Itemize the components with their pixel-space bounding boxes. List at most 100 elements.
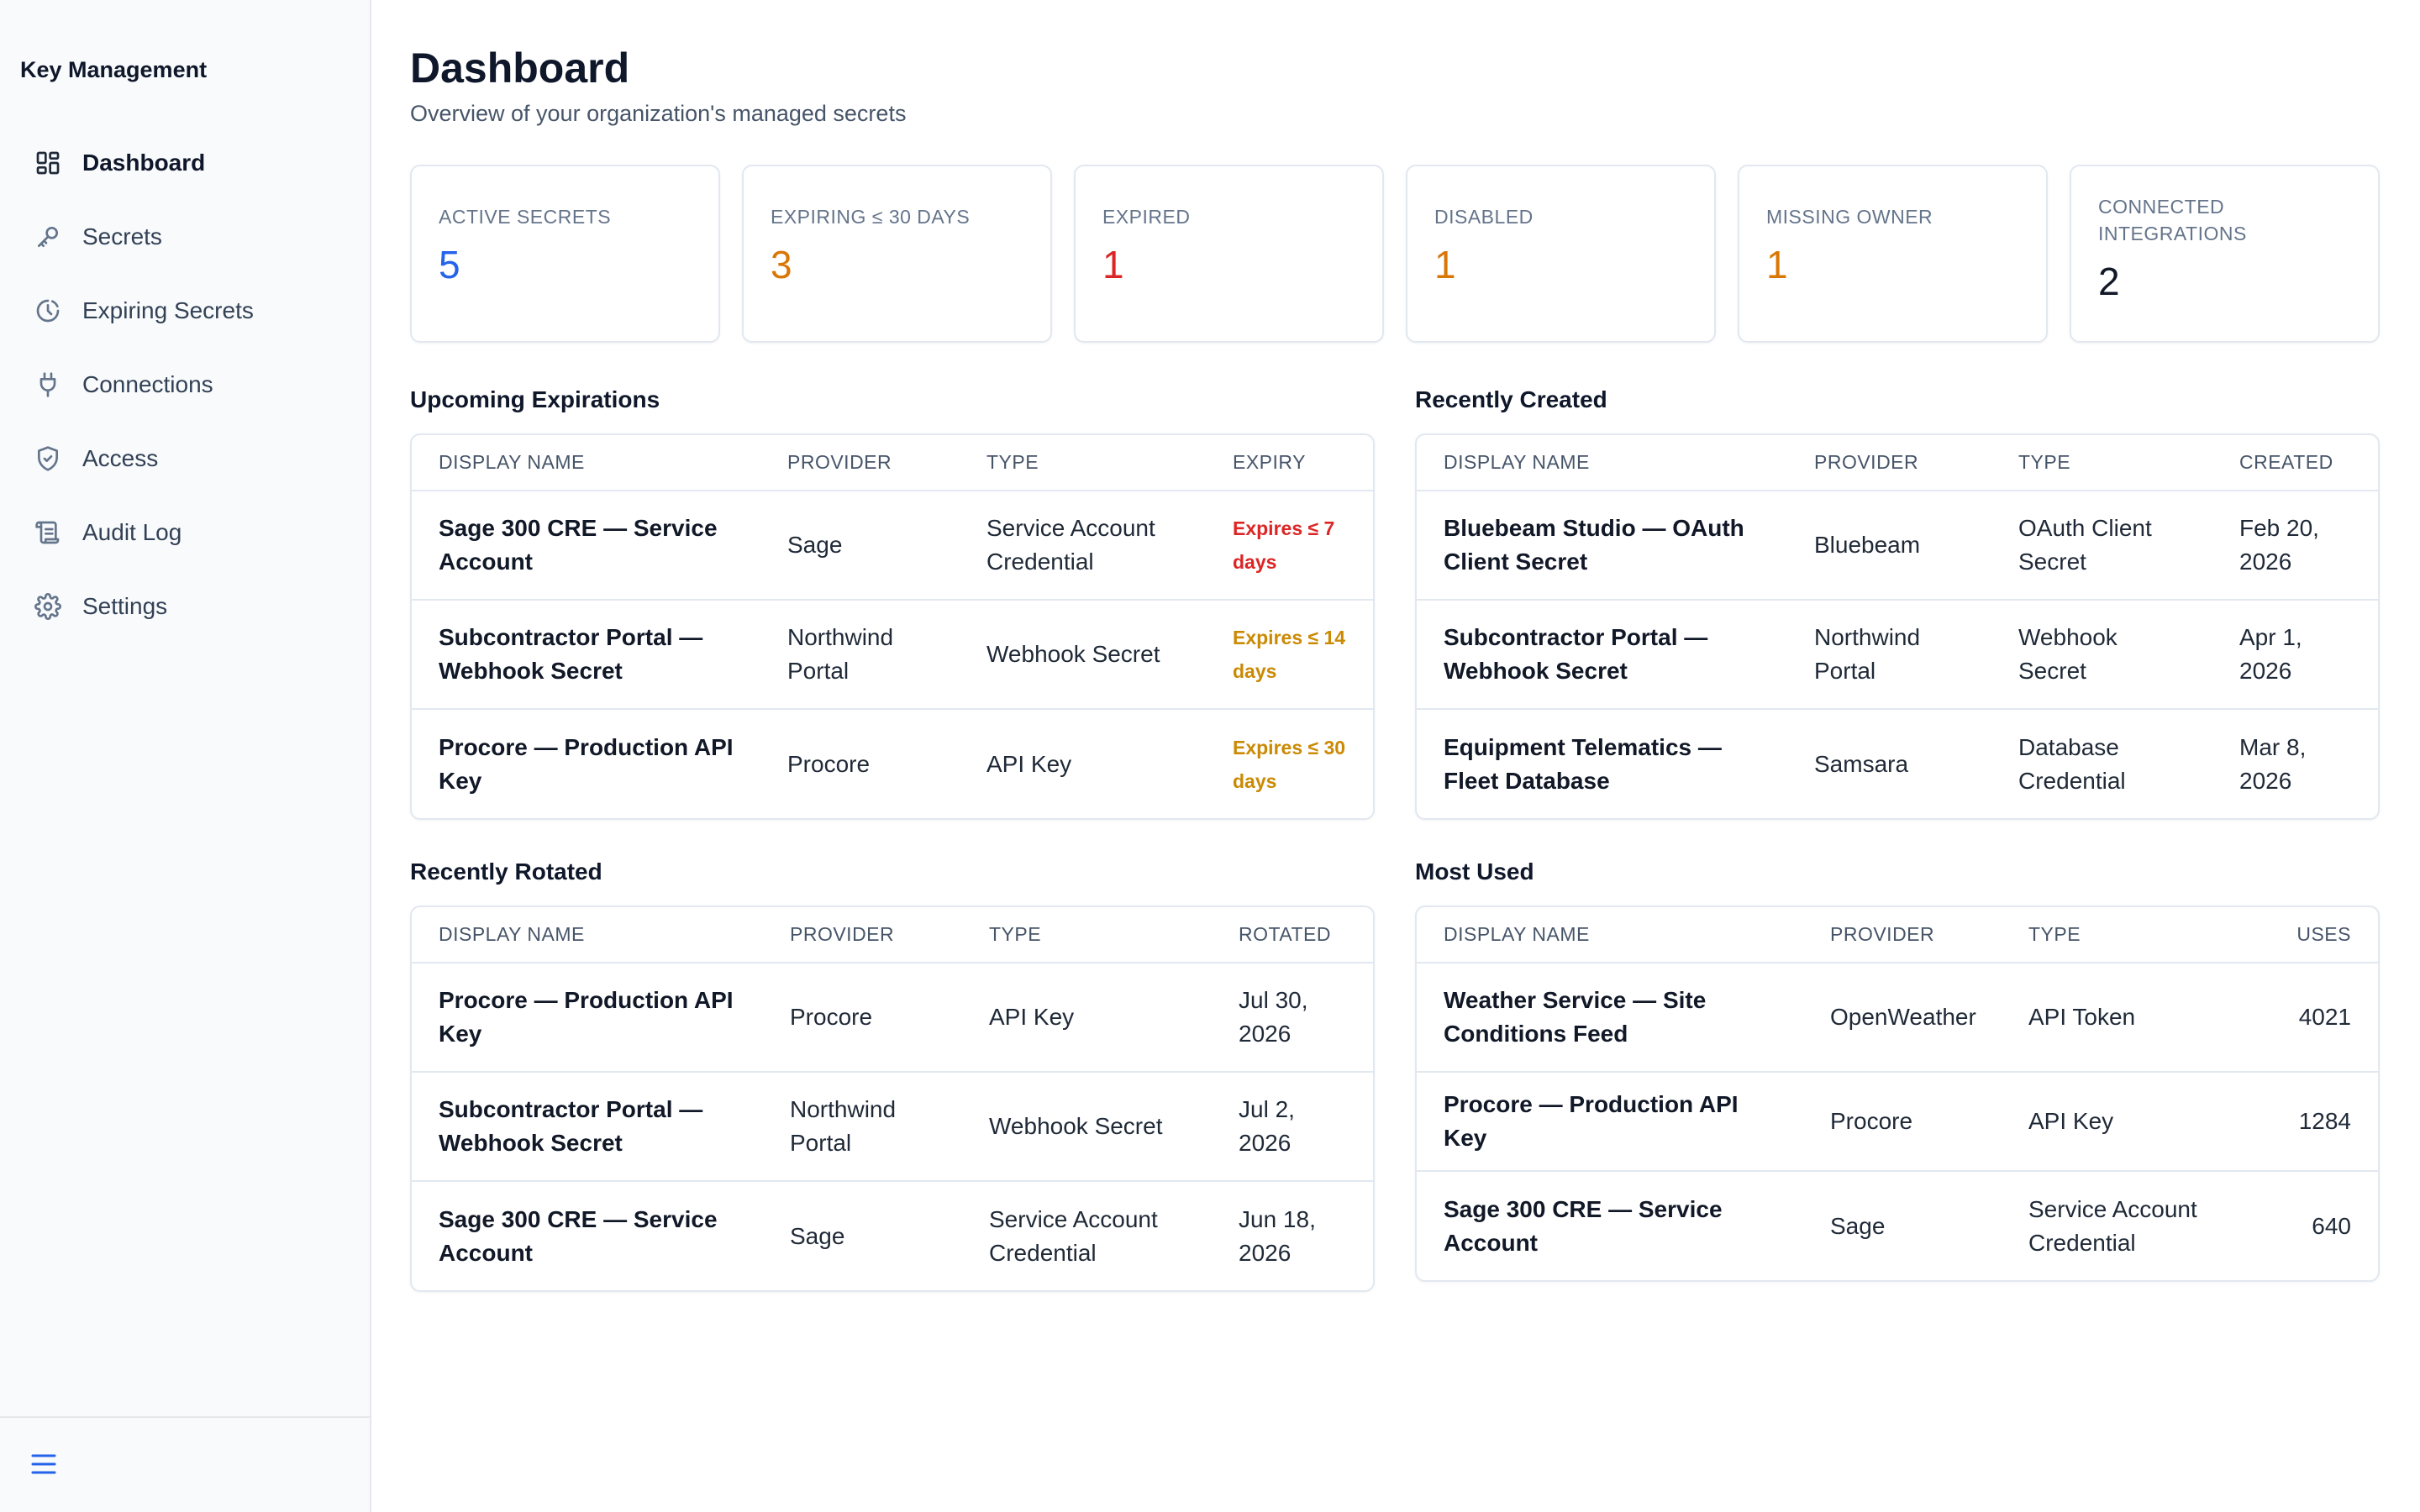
cell-provider: Sage bbox=[1830, 1212, 1886, 1239]
cell-type: Service Account Credential bbox=[2028, 1195, 2197, 1256]
cell-provider: Sage bbox=[760, 491, 960, 601]
column-header[interactable]: Type bbox=[1991, 435, 2212, 491]
cell-provider: Procore bbox=[763, 963, 962, 1073]
cell-type: API Key bbox=[962, 963, 1212, 1073]
stat-label: Missing Owner bbox=[1766, 206, 1933, 228]
most-used-table: Display Name Provider Type Uses Weather … bbox=[1415, 906, 2380, 1282]
upcoming-expirations-section: Upcoming Expirations Display Name Provid… bbox=[410, 386, 1375, 820]
stats-row: Active Secrets 5 Expiring ≤ 30 days 3 Ex… bbox=[410, 165, 2380, 343]
stat-card-connected-integrations[interactable]: Connected Integrations 2 bbox=[2070, 165, 2380, 343]
table-row[interactable]: Sage 300 CRE — Service Account Sage Serv… bbox=[1417, 1171, 2378, 1280]
sidebar-item-access[interactable]: Access bbox=[0, 422, 370, 496]
table-row[interactable]: Subcontractor Portal — Webhook Secret No… bbox=[412, 600, 1373, 710]
column-header[interactable]: Display Name bbox=[1417, 435, 1787, 491]
sidebar-item-settings[interactable]: Settings bbox=[0, 570, 370, 643]
cell-provider: OpenWeather bbox=[1803, 963, 2002, 1073]
cell-expiry: Expires ≤ 14 days bbox=[1206, 600, 1373, 710]
stat-value: 1 bbox=[1434, 243, 1456, 286]
sidebar-item-label: Secrets bbox=[82, 223, 162, 249]
recently-created-section: Recently Created Display Name Provider T… bbox=[1415, 386, 2380, 820]
table-row[interactable]: Subcontractor Portal — Webhook Secret No… bbox=[1417, 600, 2378, 710]
cell-provider: Procore bbox=[1803, 1072, 2002, 1172]
cell-rotated: Jul 2, 2026 bbox=[1212, 1072, 1373, 1182]
table-row[interactable]: Procore — Production API Key Procore API… bbox=[1417, 1072, 2378, 1172]
stat-card-missing-owner[interactable]: Missing Owner 1 bbox=[1738, 165, 2048, 343]
column-header[interactable]: Display Name bbox=[412, 907, 763, 963]
cell-display-name: Procore — Production API Key bbox=[439, 733, 734, 794]
sidebar: Key Management Dashboard Secrets Expirin… bbox=[0, 0, 371, 1512]
cell-type: API Key bbox=[2002, 1072, 2254, 1172]
stat-label: Expired bbox=[1102, 206, 1191, 228]
section-title: Upcoming Expirations bbox=[410, 386, 660, 412]
page-subtitle: Overview of your organization's managed … bbox=[410, 101, 907, 126]
column-header[interactable]: Created bbox=[2212, 435, 2378, 491]
stat-card-expired[interactable]: Expired 1 bbox=[1074, 165, 1384, 343]
cell-type: Webhook Secret bbox=[960, 600, 1206, 710]
column-header[interactable]: Expiry bbox=[1206, 435, 1373, 491]
section-title: Recently Created bbox=[1415, 386, 1607, 412]
sidebar-item-audit-log[interactable]: Audit Log bbox=[0, 496, 370, 570]
page-title: Dashboard bbox=[410, 45, 630, 92]
table-row[interactable]: Equipment Telematics — Fleet Database Sa… bbox=[1417, 709, 2378, 818]
cell-display-name: Sage 300 CRE — Service Account bbox=[439, 1205, 718, 1266]
gear-icon bbox=[34, 592, 62, 621]
key-icon bbox=[34, 223, 62, 251]
cell-display-name: Weather Service — Site Conditions Feed bbox=[1417, 963, 1803, 1073]
stat-value: 5 bbox=[439, 243, 460, 286]
column-header[interactable]: Type bbox=[2002, 907, 2254, 963]
stat-value: 1 bbox=[1102, 243, 1124, 286]
plug-icon bbox=[34, 370, 62, 399]
column-header[interactable]: Type bbox=[962, 907, 1212, 963]
sidebar-item-label: Connections bbox=[82, 371, 213, 397]
column-header[interactable]: Provider bbox=[1803, 907, 2002, 963]
cell-provider: Northwind Portal bbox=[760, 600, 960, 710]
column-header[interactable]: Provider bbox=[1787, 435, 1991, 491]
menu-icon[interactable] bbox=[30, 1452, 57, 1477]
stat-card-expiring[interactable]: Expiring ≤ 30 days 3 bbox=[742, 165, 1052, 343]
cell-type: API Key bbox=[986, 750, 1072, 777]
cell-display-name: Sage 300 CRE — Service Account bbox=[412, 491, 760, 601]
table-row[interactable]: Weather Service — Site Conditions Feed O… bbox=[1417, 963, 2378, 1073]
cell-display-name: Sage 300 CRE — Service Account bbox=[1444, 1195, 1723, 1256]
table-row[interactable]: Bluebeam Studio — OAuth Client Secret Bl… bbox=[1417, 491, 2378, 601]
cell-display-name: Bluebeam Studio — OAuth Client Secret bbox=[1417, 491, 1787, 601]
cell-rotated: Jun 18, 2026 bbox=[1239, 1205, 1316, 1266]
table-row[interactable]: Procore — Production API Key Procore API… bbox=[412, 709, 1373, 818]
column-header[interactable]: Rotated bbox=[1212, 907, 1373, 963]
cell-display-name: Subcontractor Portal — Webhook Secret bbox=[412, 1072, 763, 1182]
column-header[interactable]: Uses bbox=[2254, 907, 2378, 963]
table-row[interactable]: Sage 300 CRE — Service Account Sage Serv… bbox=[412, 1181, 1373, 1290]
column-header[interactable]: Type bbox=[960, 435, 1206, 491]
cell-type: Service Account Credential bbox=[960, 491, 1206, 601]
sidebar-item-secrets[interactable]: Secrets bbox=[0, 200, 370, 274]
sidebar-item-label: Dashboard bbox=[82, 150, 206, 176]
cell-type: Webhook Secret bbox=[1991, 600, 2212, 710]
cell-type: Webhook Secret bbox=[962, 1072, 1212, 1182]
column-header[interactable]: Display Name bbox=[1417, 907, 1803, 963]
cell-expiry: Expires ≤ 30 days bbox=[1233, 736, 1346, 792]
sidebar-footer bbox=[0, 1416, 370, 1512]
cell-uses: 1284 bbox=[2254, 1072, 2378, 1172]
stat-label: Active Secrets bbox=[439, 206, 612, 228]
upcoming-expirations-table: Display Name Provider Type Expiry Sage 3… bbox=[410, 433, 1375, 820]
stat-card-disabled[interactable]: Disabled 1 bbox=[1406, 165, 1716, 343]
sidebar-item-expiring-secrets[interactable]: Expiring Secrets bbox=[0, 274, 370, 348]
table-row[interactable]: Sage 300 CRE — Service Account Sage Serv… bbox=[412, 491, 1373, 601]
column-header[interactable]: Provider bbox=[760, 435, 960, 491]
sidebar-item-label: Audit Log bbox=[82, 519, 182, 545]
column-header[interactable]: Provider bbox=[763, 907, 962, 963]
sidebar-item-connections[interactable]: Connections bbox=[0, 348, 370, 422]
stat-value: 3 bbox=[771, 243, 792, 286]
cell-display-name: Equipment Telematics — Fleet Database bbox=[1444, 733, 1722, 794]
cell-provider: Samsara bbox=[1814, 750, 1909, 777]
stat-label: Connected Integrations bbox=[2098, 196, 2247, 244]
stat-label: Expiring ≤ 30 days bbox=[771, 206, 971, 228]
sidebar-item-dashboard[interactable]: Dashboard bbox=[0, 126, 370, 200]
column-header[interactable]: Display Name bbox=[412, 435, 760, 491]
sidebar-nav: Dashboard Secrets Expiring Secrets Conne… bbox=[0, 126, 370, 643]
stat-card-active-secrets[interactable]: Active Secrets 5 bbox=[410, 165, 720, 343]
table-row[interactable]: Subcontractor Portal — Webhook Secret No… bbox=[412, 1072, 1373, 1182]
cell-display-name: Procore — Production API Key bbox=[412, 963, 763, 1073]
table-row[interactable]: Procore — Production API Key Procore API… bbox=[412, 963, 1373, 1073]
cell-rotated: Jul 30, 2026 bbox=[1212, 963, 1373, 1073]
